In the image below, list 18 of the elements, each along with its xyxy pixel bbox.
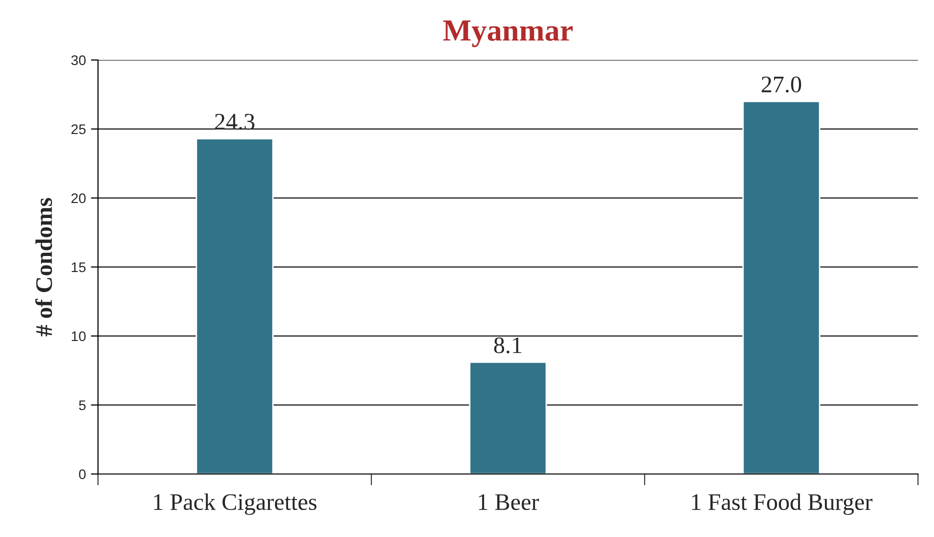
bar [196, 138, 274, 474]
bar [469, 362, 547, 474]
bar [742, 100, 820, 474]
x-tick-label: 1 Fast Food Burger [692, 493, 872, 515]
chart-title: Myanmar [443, 20, 573, 48]
data-label: 27.0 [762, 76, 802, 93]
x-tick-label: 1 Beer [478, 494, 539, 510]
y-tick-label: 5 [79, 400, 86, 410]
y-tick-label: 10 [72, 331, 86, 342]
y-tick-label: 15 [72, 262, 86, 272]
y-tick-label: 30 [71, 55, 86, 66]
data-label: 8.1 [494, 337, 522, 354]
y-axis-title: # of Condoms [35, 198, 52, 336]
y-tick-label: 0 [79, 469, 86, 480]
x-tick-label: 1 Pack Cigarettes [154, 493, 316, 515]
data-label: 24.3 [215, 114, 254, 130]
y-tick-label: 20 [71, 193, 86, 204]
y-tick-label: 25 [71, 124, 86, 134]
